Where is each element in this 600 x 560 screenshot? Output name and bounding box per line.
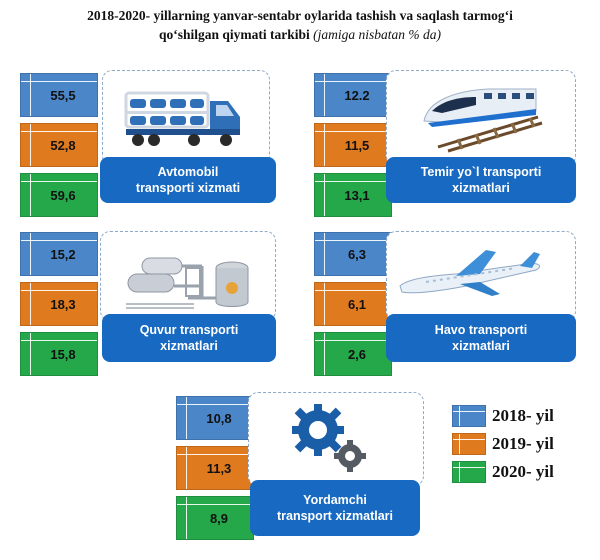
value-box-2020: 13,1	[314, 173, 392, 217]
legend-label-2019: 2019- yil	[492, 434, 554, 453]
category-label-line-1: Avtomobil	[157, 165, 219, 179]
value-2019: 11,3	[206, 460, 232, 476]
value-2019: 52,8	[50, 137, 76, 153]
value-box-2020: 59,6	[20, 173, 98, 217]
value-2018: 10,8	[206, 410, 232, 426]
value-box-2019: 52,8	[20, 123, 98, 167]
legend-item-2018: 2018- yil	[452, 403, 600, 429]
category-label: Havo transporti xizmatlari	[386, 314, 576, 362]
train-icon	[423, 88, 543, 153]
title-line-2-italic: (jamiga nisbatan % da)	[313, 27, 442, 42]
category-label-line-2: transport xizmatlari	[276, 509, 393, 523]
truck-car-carrier-icon	[124, 91, 240, 146]
value-2019: 18,3	[50, 296, 76, 312]
icon-card	[248, 392, 424, 486]
value-box-2020: 15,8	[20, 332, 98, 376]
pipeline-tanks-icon	[126, 257, 249, 309]
legend-label-2018: 2018- yil	[492, 406, 554, 425]
value-box-2018: 10,8	[176, 396, 254, 440]
category-label-line-1: Yordamchi	[303, 493, 367, 507]
category-label-line-2: transporti xizmati	[135, 181, 241, 195]
category-label-line-2: xizmatlari	[452, 181, 510, 195]
legend-item-2020: 2020- yil	[452, 459, 600, 485]
category-label-line-1: Quvur transporti	[139, 323, 239, 337]
value-box-2019: 11,5	[314, 123, 392, 167]
value-2020: 15,8	[50, 346, 76, 362]
category-label-line-2: xizmatlari	[452, 339, 510, 353]
value-2019: 11,5	[344, 137, 370, 153]
value-2020: 2,6	[347, 346, 367, 362]
legend-item-2019: 2019- yil	[452, 431, 600, 457]
category-label-line-1: Havo transporti	[434, 323, 528, 337]
legend-swatch-2019	[452, 433, 486, 455]
value-2020: 59,6	[50, 187, 76, 203]
airplane-icon	[399, 250, 541, 296]
title-line-2: qo‘shilgan qiymati tarkibi (jamiga nisba…	[0, 25, 600, 44]
value-box-2020: 8,9	[176, 496, 254, 540]
category-label: Temir yo`l transporti xizmatlari	[386, 157, 576, 203]
chart-title: 2018-2020- yillarning yanvar-sentabr oyl…	[0, 6, 600, 44]
value-2018: 6,3	[347, 246, 367, 262]
value-box-2018: 6,3	[314, 232, 392, 276]
value-2020: 13,1	[344, 187, 370, 203]
value-box-2020: 2,6	[314, 332, 392, 376]
legend-swatch-2018	[452, 405, 486, 427]
legend-label-2020: 2020- yil	[492, 462, 554, 481]
value-2020: 8,9	[209, 510, 229, 526]
category-label: Yordamchi transport xizmatlari	[250, 480, 420, 536]
category-label: Quvur transporti xizmatlari	[102, 314, 276, 362]
value-box-2018: 15,2	[20, 232, 98, 276]
value-box-2019: 18,3	[20, 282, 98, 326]
category-label-line-2: xizmatlari	[160, 339, 218, 353]
title-line-1: 2018-2020- yillarning yanvar-sentabr oyl…	[87, 8, 513, 23]
value-box-2019: 6,1	[314, 282, 392, 326]
value-box-2019: 11,3	[176, 446, 254, 490]
title-line-2-bold: qo‘shilgan qiymati tarkibi	[158, 27, 310, 42]
value-2018: 15,2	[50, 246, 76, 262]
value-box-2018: 55,5	[20, 73, 98, 117]
gears-icon	[292, 404, 366, 472]
value-2019: 6,1	[347, 296, 367, 312]
icon-card	[102, 70, 270, 166]
value-2018: 12.2	[344, 87, 370, 103]
value-box-2018: 12.2	[314, 73, 392, 117]
value-2018: 55,5	[50, 87, 76, 103]
category-label-line-1: Temir yo`l transporti	[420, 165, 542, 179]
legend-swatch-2020	[452, 461, 486, 483]
category-label: Avtomobil transporti xizmati	[100, 157, 276, 203]
